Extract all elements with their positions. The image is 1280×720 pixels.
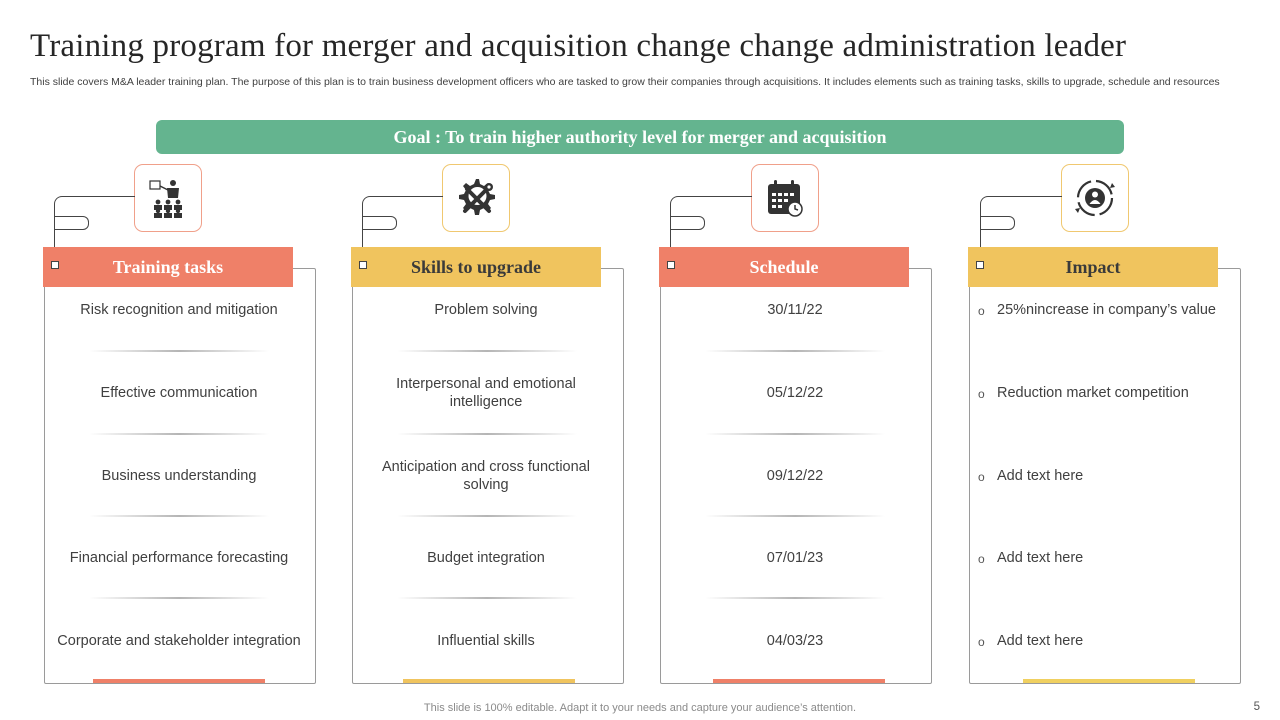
- divider: [397, 433, 577, 435]
- divider: [89, 597, 269, 599]
- card-impact: [969, 268, 1241, 684]
- divider: [397, 350, 577, 352]
- list-item: Add text here: [997, 468, 1084, 484]
- list-item: 05/12/22: [766, 385, 824, 401]
- card-schedule: [660, 268, 932, 684]
- connector-drop: [362, 216, 363, 264]
- list-item: 25%nincrease in company’s value: [997, 302, 1216, 318]
- accent-bar: [713, 679, 885, 683]
- header-schedule: Schedule: [659, 247, 909, 287]
- connector-line: [670, 196, 752, 217]
- divider: [705, 433, 885, 435]
- connector-dot: [976, 261, 984, 269]
- connector-loop: [980, 216, 1015, 230]
- bullet-icon: o: [978, 635, 985, 649]
- divider: [397, 597, 577, 599]
- divider: [705, 515, 885, 517]
- list-item: 04/03/23: [766, 633, 824, 649]
- connector-dot: [667, 261, 675, 269]
- footer-note: This slide is 100% editable. Adapt it to…: [423, 702, 857, 714]
- list-item: Corporate and stakeholder integration: [57, 633, 301, 649]
- header-training-tasks: Training tasks: [43, 247, 293, 287]
- bullet-icon: o: [978, 304, 985, 318]
- list-item: Interpersonal and emotional intelligence: [396, 376, 576, 410]
- accent-bar: [93, 679, 265, 683]
- connector-drop: [670, 216, 671, 264]
- divider: [89, 350, 269, 352]
- goal-banner: Goal : To train higher authority level f…: [156, 120, 1124, 154]
- slide-subtitle: This slide covers M&A leader training pl…: [30, 76, 1220, 88]
- list-item: Financial performance forecasting: [69, 550, 289, 566]
- connector-loop: [362, 216, 397, 230]
- connector-line: [980, 196, 1062, 217]
- list-item: 30/11/22: [767, 302, 823, 318]
- list-item: Add text here: [997, 550, 1084, 566]
- connector-drop: [54, 216, 55, 264]
- slide-title: Training program for merger and acquisit…: [30, 28, 1127, 64]
- list-item: Effective communication: [100, 385, 258, 401]
- connector-drop: [980, 216, 981, 264]
- bullet-icon: o: [978, 470, 985, 484]
- bullet-icon: o: [978, 552, 985, 566]
- connector-line: [54, 196, 135, 217]
- calendar-icon: [751, 164, 819, 232]
- header-skills-to-upgrade: Skills to upgrade: [351, 247, 601, 287]
- growth-cycle-icon: [1061, 164, 1129, 232]
- list-item: Influential skills: [437, 633, 535, 649]
- list-item: 09/12/22: [766, 468, 824, 484]
- bullet-icon: o: [978, 387, 985, 401]
- page-number: 5: [1253, 701, 1260, 713]
- card-training-tasks: [44, 268, 316, 684]
- list-item: Budget integration: [427, 550, 545, 566]
- presentation-icon: [134, 164, 202, 232]
- connector-dot: [359, 261, 367, 269]
- divider: [705, 350, 885, 352]
- divider: [89, 515, 269, 517]
- accent-bar: [403, 679, 575, 683]
- connector-line: [362, 196, 443, 217]
- connector-loop: [670, 216, 705, 230]
- header-impact: Impact: [968, 247, 1218, 287]
- connector-loop: [54, 216, 89, 230]
- divider: [89, 433, 269, 435]
- divider: [705, 597, 885, 599]
- list-item: Anticipation and cross functional solvin…: [382, 459, 590, 493]
- divider: [397, 515, 577, 517]
- list-item: Reduction market competition: [997, 385, 1189, 401]
- list-item: 07/01/23: [766, 550, 824, 566]
- accent-bar: [1023, 679, 1195, 683]
- connector-dot: [51, 261, 59, 269]
- list-item: Business understanding: [101, 468, 257, 484]
- gear-tools-icon: [442, 164, 510, 232]
- list-item: Problem solving: [434, 302, 538, 318]
- list-item: Risk recognition and mitigation: [80, 302, 278, 318]
- card-skills-to-upgrade: [352, 268, 624, 684]
- list-item: Add text here: [997, 633, 1084, 649]
